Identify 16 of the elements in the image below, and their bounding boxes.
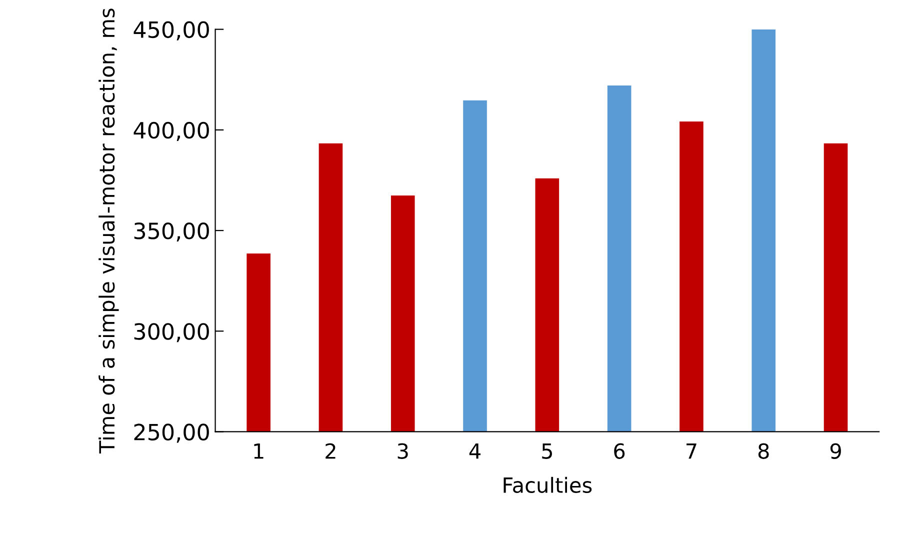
x-tick-label: 6 <box>614 443 625 459</box>
x-axis-title: Faculties <box>504 476 592 494</box>
y-tick-label: 400,00 <box>134 122 209 141</box>
x-tick-label: 4 <box>469 443 480 459</box>
y-axis-title: Time of a simple visual-motor reaction, ms <box>98 8 119 454</box>
x-tick-label: 7 <box>686 443 696 459</box>
x-tick-label: 8 <box>758 443 769 459</box>
x-tick-label: 3 <box>398 443 408 459</box>
x-tick-label: 1 <box>254 443 264 459</box>
x-tick-label: 2 <box>326 443 336 459</box>
y-tick-label: 300,00 <box>134 323 209 342</box>
x-tick-label: 5 <box>542 443 552 459</box>
y-tick-label: 250,00 <box>134 424 209 443</box>
x-tick-label: 9 <box>830 443 841 459</box>
y-tick-label: 450,00 <box>134 21 209 40</box>
y-tick-label: 350,00 <box>134 222 209 242</box>
